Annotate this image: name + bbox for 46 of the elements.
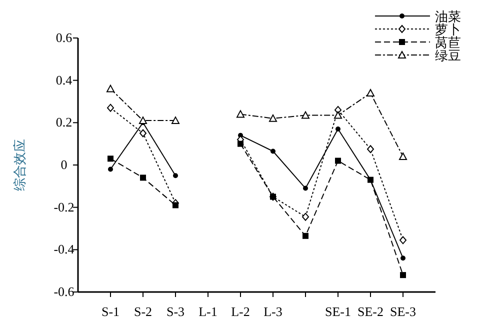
point <box>367 145 374 154</box>
point <box>173 173 178 178</box>
y-axis-title: 综合效应 <box>12 139 28 191</box>
point <box>140 129 146 138</box>
x-tick-label: SE-1 <box>325 304 351 319</box>
y-tick-label: -0.4 <box>54 242 75 257</box>
x-tick-label: S-1 <box>101 304 120 319</box>
point <box>108 166 113 172</box>
point <box>140 174 146 181</box>
y-tick-label: 0.2 <box>56 114 72 130</box>
point <box>106 84 114 92</box>
point <box>302 212 309 221</box>
point <box>302 111 310 119</box>
x-tick-label: S-2 <box>134 304 152 319</box>
point <box>270 148 276 154</box>
y-tick-label: -0.2 <box>54 199 74 214</box>
point <box>172 116 180 124</box>
point <box>269 114 277 122</box>
point <box>336 126 340 132</box>
x-tick-label: S-3 <box>166 304 185 319</box>
point <box>238 140 244 147</box>
point <box>302 232 308 239</box>
point <box>172 202 178 208</box>
y-tick-label: -0.6 <box>54 284 75 299</box>
point <box>400 236 406 244</box>
point <box>139 116 147 124</box>
point <box>303 186 308 191</box>
x-tick-label: L-3 <box>264 304 282 319</box>
legend-label: 莴苣 <box>435 36 461 51</box>
y-tick-label: 0 <box>60 157 68 172</box>
point <box>107 104 114 112</box>
x-tick-label: SE-2 <box>358 304 384 319</box>
y-tick-label: 0.6 <box>56 30 73 45</box>
point <box>400 256 406 261</box>
point <box>236 110 244 118</box>
point <box>366 89 374 97</box>
point <box>400 272 406 278</box>
x-tick-label: SE-3 <box>390 304 416 319</box>
point <box>108 156 114 162</box>
legend-label: 绿豆 <box>435 49 461 64</box>
point <box>399 152 407 160</box>
point <box>335 158 341 164</box>
x-tick-label: L-2 <box>231 304 250 319</box>
y-tick-label: 0.4 <box>56 72 73 88</box>
x-tick-label: L-1 <box>198 304 218 319</box>
point <box>334 111 342 119</box>
